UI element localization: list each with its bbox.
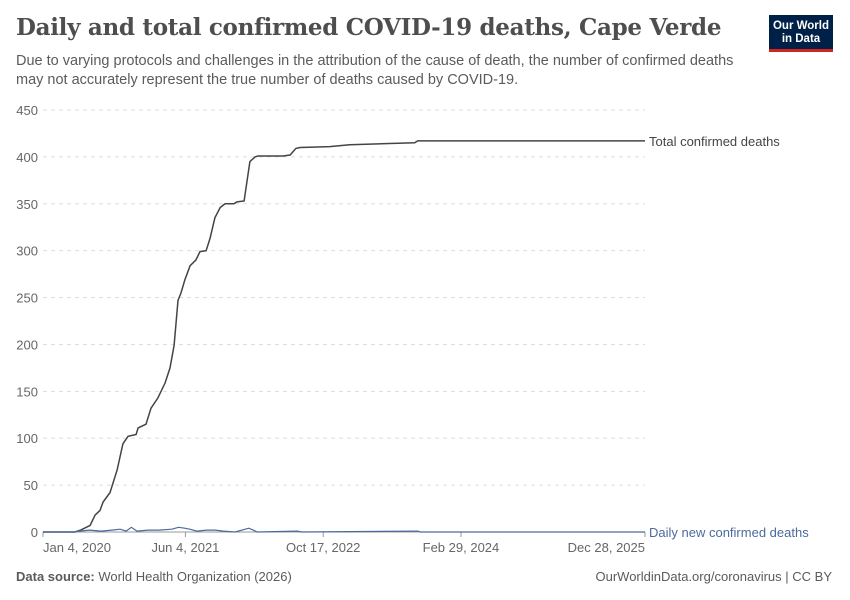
logo-line1: Our World — [772, 20, 829, 32]
y-tick-label: 50 — [24, 478, 38, 493]
x-tick-label: Jun 4, 2021 — [151, 540, 219, 555]
source-label: Data source: — [16, 569, 95, 584]
data-source: Data source: World Health Organization (… — [16, 569, 292, 584]
y-tick-label: 150 — [16, 384, 38, 399]
y-tick-label: 350 — [16, 197, 38, 212]
footer-link[interactable]: OurWorldinData.org/coronavirus | CC BY — [595, 569, 832, 584]
owid-logo[interactable]: Our World in Data — [769, 15, 833, 52]
x-tick-label: Feb 29, 2024 — [423, 540, 500, 555]
series-line-total — [43, 140, 645, 533]
y-tick-label: 450 — [16, 103, 38, 118]
y-tick-label: 300 — [16, 244, 38, 259]
y-tick-label: 0 — [31, 525, 38, 540]
y-tick-label: 200 — [16, 337, 38, 352]
y-tick-label: 400 — [16, 150, 38, 165]
chart-subtitle: Due to varying protocols and challenges … — [16, 53, 734, 88]
series-label: Total confirmed deaths — [649, 134, 780, 149]
series-line-daily — [43, 526, 645, 533]
logo-line2: in Data — [781, 33, 821, 45]
chart-title: Daily and total confirmed COVID-19 death… — [16, 14, 722, 41]
y-tick-label: 100 — [16, 431, 38, 446]
source-text[interactable]: World Health Organization (2026) — [98, 569, 292, 584]
x-tick-label: Dec 28, 2025 — [568, 540, 645, 555]
series-label: Daily new confirmed deaths — [649, 525, 809, 540]
x-tick-label: Oct 17, 2022 — [286, 540, 360, 555]
y-tick-label: 250 — [16, 291, 38, 306]
x-tick-label: Jan 4, 2020 — [43, 540, 111, 555]
